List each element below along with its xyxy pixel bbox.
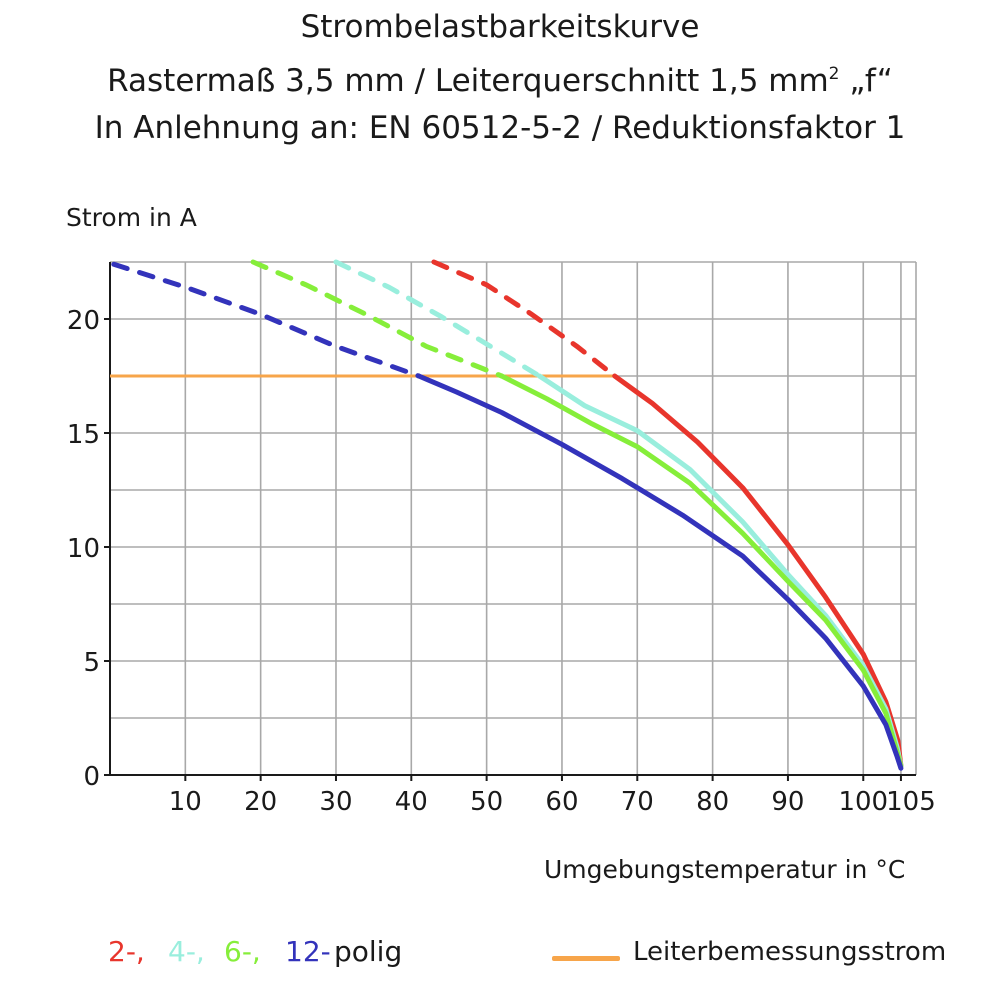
title-line-2-suffix: „f“	[839, 63, 893, 99]
legend-rated-current-line	[552, 956, 620, 961]
x-tick-label: 70	[621, 787, 654, 817]
series-6-polig-solid	[499, 373, 904, 769]
y-tick-label: 20	[67, 306, 100, 336]
x-tick-label: 30	[319, 787, 352, 817]
legend-2-polig: 2-,	[108, 935, 145, 968]
y-tick-label: 10	[67, 534, 100, 564]
title-line-2-superscript: 2	[828, 64, 840, 84]
x-tick-label: 60	[545, 787, 578, 817]
series-4-polig-dashed	[333, 259, 542, 379]
title-line-2: Rastermaß 3,5 mm / Leiterquerschnitt 1,5…	[0, 51, 1000, 105]
x-tick-label: 10	[169, 787, 202, 817]
series-2-polig-dashed	[431, 259, 618, 379]
x-tick-label: 40	[395, 787, 428, 817]
y-axis-label: Strom in A	[66, 203, 197, 232]
legend-6-polig: 6-,	[224, 935, 261, 968]
title-line-2-text: Rastermaß 3,5 mm / Leiterquerschnitt 1,5…	[107, 63, 829, 99]
chart-title: Strombelastbarkeitskurve Rastermaß 3,5 m…	[0, 4, 1000, 152]
legend-polig-suffix: polig	[334, 935, 403, 968]
x-tick-label: 20	[244, 787, 277, 817]
x-tick-label: 80	[696, 787, 729, 817]
legend: 2-, 4-, 6-, 12- polig Leiterbemessungsst…	[0, 935, 1000, 985]
series-12-polig-solid	[416, 373, 904, 771]
title-line-3: In Anlehnung an: EN 60512-5-2 / Reduktio…	[94, 110, 906, 146]
x-axis-label: Umgebungstemperatur in °C	[544, 855, 906, 884]
y-tick-label: 0	[83, 762, 100, 792]
y-tick-label: 5	[83, 648, 100, 678]
legend-12-polig: 12-	[285, 935, 331, 968]
legend-4-polig: 4-,	[168, 935, 205, 968]
x-tick-label: 90	[771, 787, 804, 817]
title-line-1: Strombelastbarkeitskurve	[300, 9, 700, 45]
series-4-polig-solid	[536, 373, 904, 769]
x-tick-label: 100	[838, 787, 888, 817]
x-tick-label: 50	[470, 787, 503, 817]
legend-rated-current-label: Leiterbemessungsstrom	[633, 937, 947, 967]
y-tick-label: 15	[67, 420, 100, 450]
x-tick-label: 105	[886, 787, 936, 817]
series-6-polig-dashed	[250, 259, 505, 379]
